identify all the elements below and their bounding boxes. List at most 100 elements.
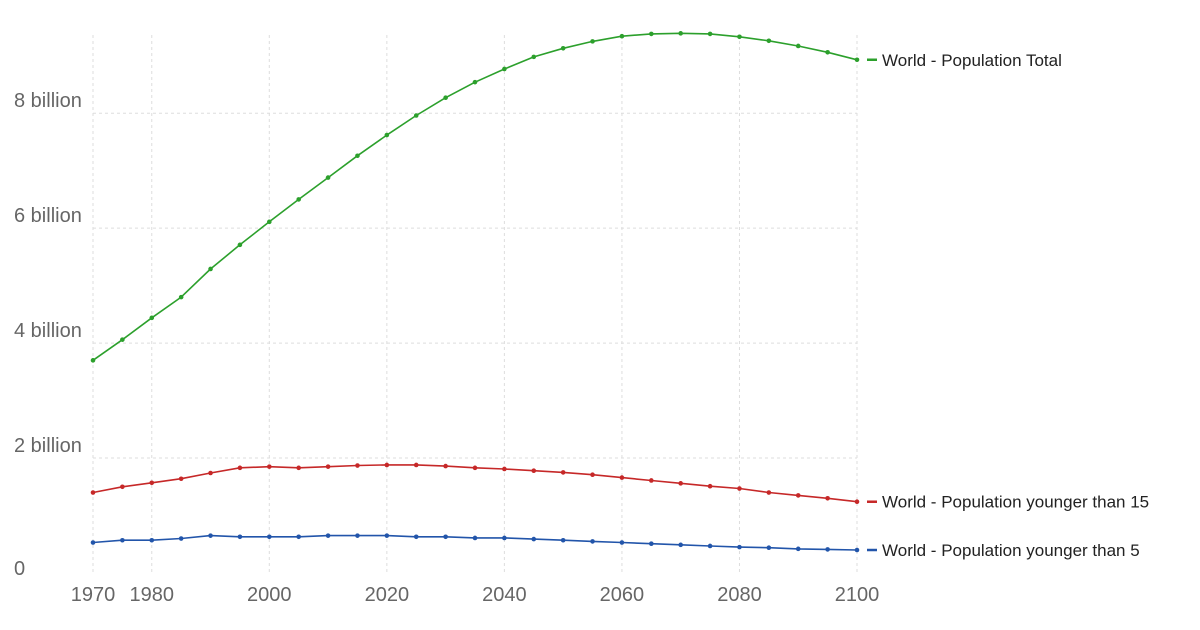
data-point bbox=[90, 540, 96, 545]
data-point bbox=[267, 534, 272, 540]
data-point bbox=[149, 480, 155, 486]
data-point bbox=[325, 175, 331, 180]
data-point bbox=[472, 465, 478, 471]
data-point bbox=[590, 472, 595, 478]
data-point bbox=[472, 535, 478, 541]
y-tick-label: 6 billion bbox=[14, 205, 82, 227]
data-point bbox=[120, 537, 125, 543]
data-point bbox=[854, 499, 860, 505]
series-label: World - Population Total bbox=[882, 51, 1062, 70]
data-point bbox=[590, 539, 595, 544]
data-point bbox=[267, 464, 272, 469]
data-point bbox=[413, 534, 419, 540]
data-point bbox=[619, 33, 625, 39]
data-point bbox=[296, 534, 301, 540]
series-line bbox=[92, 464, 858, 503]
data-point bbox=[237, 465, 243, 471]
data-point bbox=[267, 219, 272, 225]
series-labels: World - Population Total World - Populati… bbox=[867, 51, 1149, 560]
data-point bbox=[737, 486, 742, 491]
data-point bbox=[766, 38, 772, 44]
series-group bbox=[90, 31, 860, 553]
data-point bbox=[795, 493, 801, 498]
data-point bbox=[502, 66, 507, 72]
data-point bbox=[825, 49, 830, 55]
gridlines bbox=[92, 35, 858, 573]
data-point bbox=[531, 468, 537, 473]
data-point bbox=[502, 466, 507, 472]
data-point bbox=[619, 540, 625, 545]
data-point bbox=[825, 547, 830, 552]
data-point bbox=[237, 242, 243, 248]
data-point bbox=[560, 45, 566, 51]
data-point bbox=[296, 465, 301, 471]
data-point bbox=[649, 478, 654, 483]
x-tick-label: 1980 bbox=[130, 584, 175, 606]
data-point bbox=[178, 536, 184, 541]
x-tick-label: 2020 bbox=[365, 584, 410, 606]
data-point bbox=[766, 490, 772, 495]
data-point bbox=[208, 470, 213, 476]
data-point bbox=[355, 463, 360, 468]
x-tick-label: 1970 bbox=[71, 584, 116, 606]
data-point bbox=[678, 31, 683, 36]
data-point bbox=[707, 543, 713, 549]
data-point bbox=[678, 542, 683, 548]
data-point bbox=[795, 43, 801, 49]
data-point bbox=[208, 266, 213, 272]
data-point bbox=[443, 95, 448, 100]
data-point bbox=[120, 484, 125, 490]
data-point bbox=[149, 537, 155, 543]
data-point bbox=[737, 544, 742, 550]
x-tick-label: 2000 bbox=[247, 584, 292, 606]
x-tick-label: 2040 bbox=[482, 584, 527, 606]
series-label: World - Population younger than 5 bbox=[882, 541, 1140, 560]
data-point bbox=[413, 462, 419, 468]
data-point bbox=[737, 34, 742, 40]
data-point bbox=[355, 533, 360, 538]
data-point bbox=[854, 547, 860, 553]
data-point bbox=[208, 533, 213, 538]
data-point bbox=[384, 132, 390, 138]
y-tick-label: 0 bbox=[14, 558, 25, 580]
y-tick-label: 4 billion bbox=[14, 320, 82, 342]
data-point bbox=[531, 536, 537, 542]
y-tick-label: 2 billion bbox=[14, 435, 82, 457]
data-point bbox=[120, 337, 125, 342]
data-point bbox=[766, 545, 772, 551]
series-label: World - Population younger than 15 bbox=[882, 493, 1149, 512]
x-tick-label: 2100 bbox=[835, 584, 880, 606]
y-axis-tick-labels: 0 2 billion 4 billion 6 billion 8 billion bbox=[14, 90, 82, 580]
data-point bbox=[443, 534, 448, 540]
data-point bbox=[678, 481, 683, 486]
data-point bbox=[619, 475, 625, 480]
data-point bbox=[472, 79, 478, 85]
data-point bbox=[413, 113, 419, 118]
data-point bbox=[531, 54, 537, 60]
x-axis-tick-labels: 1970 1980 2000 2020 2040 2060 2080 2100 bbox=[71, 584, 880, 606]
x-tick-label: 2080 bbox=[717, 584, 762, 606]
data-point bbox=[560, 537, 566, 543]
data-point bbox=[707, 31, 713, 37]
data-point bbox=[178, 476, 184, 482]
data-point bbox=[325, 533, 331, 538]
data-point bbox=[384, 462, 390, 468]
data-point bbox=[178, 294, 184, 300]
data-point bbox=[795, 546, 801, 552]
data-point bbox=[590, 39, 595, 44]
data-point bbox=[649, 31, 654, 37]
data-point bbox=[90, 358, 96, 363]
data-point bbox=[384, 533, 390, 538]
data-point bbox=[325, 464, 331, 469]
data-point bbox=[502, 535, 507, 541]
data-point bbox=[355, 153, 360, 159]
data-point bbox=[649, 541, 654, 546]
data-point bbox=[90, 490, 96, 495]
data-point bbox=[854, 57, 860, 63]
data-point bbox=[149, 315, 155, 321]
x-tick-label: 2060 bbox=[600, 584, 645, 606]
data-point bbox=[237, 534, 243, 540]
data-point bbox=[443, 463, 448, 469]
data-point bbox=[825, 495, 830, 501]
